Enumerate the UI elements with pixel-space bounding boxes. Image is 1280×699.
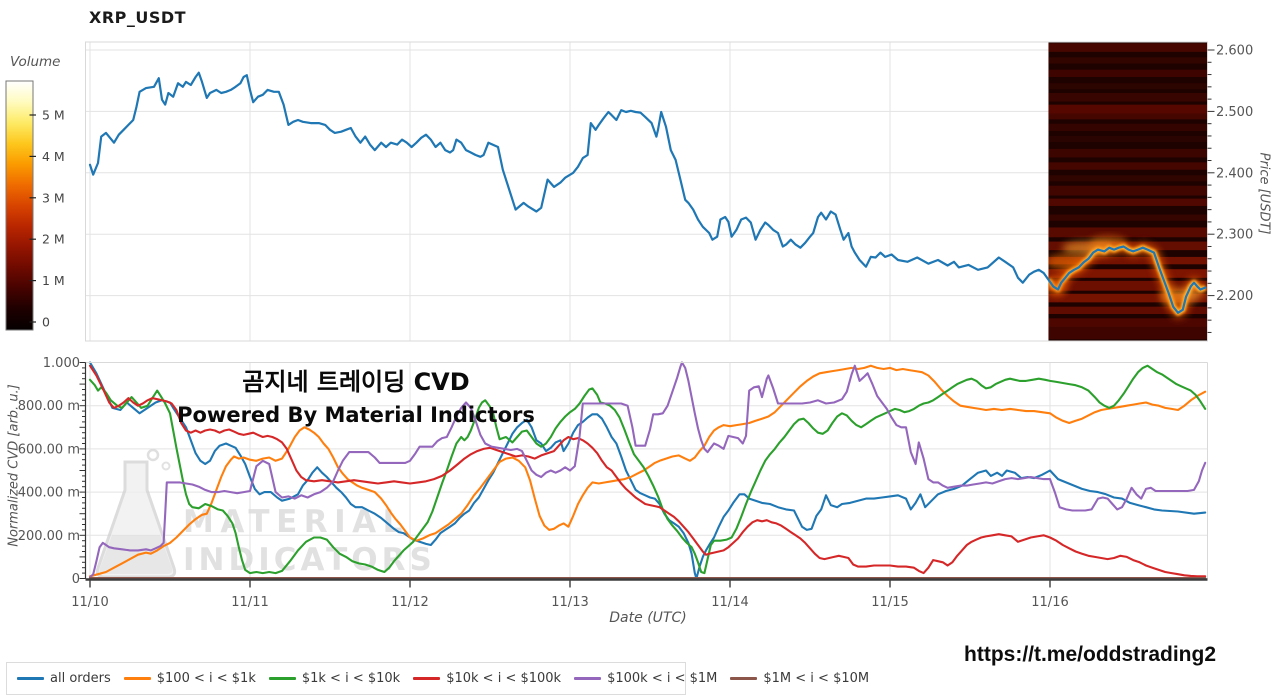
svg-text:2.600: 2.600 <box>1216 44 1253 59</box>
legend-item-5: $1M < i < $10M <box>730 671 869 686</box>
svg-text:11/12: 11/12 <box>391 595 428 610</box>
svg-text:3 M: 3 M <box>42 190 65 205</box>
legend-label: all orders <box>50 671 111 686</box>
volume-colorbar: 0 1 M 2 M 3 M 4 M 5 M <box>5 80 65 331</box>
legend-swatch-icon <box>123 676 151 681</box>
svg-text:0: 0 <box>42 315 50 330</box>
legend-swatch-icon <box>268 676 296 681</box>
cvd-series-4 <box>88 361 1207 579</box>
legend-swatch-icon <box>17 676 44 681</box>
volume-heatmap <box>1048 42 1208 341</box>
svg-text:INDICATORS: INDICATORS <box>183 542 436 578</box>
svg-text:4 M: 4 M <box>42 149 65 164</box>
svg-text:11/16: 11/16 <box>1031 595 1068 610</box>
legend-item-2: $1k < i < $10k <box>268 671 401 686</box>
svg-text:2 M: 2 M <box>42 232 65 247</box>
svg-text:600.00 m: 600.00 m <box>18 442 80 457</box>
legend-swatch-icon <box>413 676 441 681</box>
svg-text:400.00 m: 400.00 m <box>18 486 80 501</box>
svg-text:11/11: 11/11 <box>231 595 268 610</box>
legend-swatch-icon <box>574 676 602 681</box>
svg-text:11/15: 11/15 <box>871 595 908 610</box>
svg-text:800.00 m: 800.00 m <box>18 399 80 414</box>
svg-text:1.000: 1.000 <box>43 356 80 371</box>
legend-label: $1k < i < $10k <box>301 671 401 686</box>
date-axis: 11/10 11/11 11/12 11/13 11/14 11/15 11/16 <box>71 578 1208 610</box>
legend-label: $10k < i < $100k <box>446 671 562 686</box>
legend-item-3: $10k < i < $100k <box>413 671 561 686</box>
legend-label: $1M < i < $10M <box>763 671 870 686</box>
svg-text:1 M: 1 M <box>42 273 65 288</box>
price-chart <box>85 41 1208 342</box>
svg-text:11/10: 11/10 <box>71 595 108 610</box>
cvd-series-0 <box>88 361 1207 580</box>
svg-text:11/13: 11/13 <box>551 595 588 610</box>
legend-label: $100k < i < $1M <box>607 671 718 686</box>
svg-text:11/14: 11/14 <box>711 595 748 610</box>
svg-text:2.200: 2.200 <box>1216 289 1253 304</box>
svg-text:2.500: 2.500 <box>1216 105 1253 120</box>
svg-text:2.300: 2.300 <box>1216 228 1253 243</box>
svg-text:200.00 m: 200.00 m <box>18 529 80 544</box>
legend-item-1: $100 < i < $1k <box>123 671 256 686</box>
legend-item-0: all orders <box>17 671 111 686</box>
series-legend: all orders $100 < i < $1k $1k < i < $10k $1… <box>6 662 869 695</box>
svg-text:0: 0 <box>72 572 80 587</box>
cvd-series-3 <box>88 364 1207 578</box>
price-line <box>88 71 1207 314</box>
cvd-series-2 <box>88 364 1207 575</box>
legend-item-4: $100k < i < $1M <box>574 671 717 686</box>
svg-text:5 M: 5 M <box>42 108 65 123</box>
price-axis: 2.200 2.300 2.400 2.500 2.600 <box>1207 44 1253 333</box>
legend-label: $100 < i < $1k <box>156 671 256 686</box>
cvd-y-axis: 0 200.00 m 400.00 m 600.00 m 800.00 m 1.000 <box>18 356 86 587</box>
legend-swatch-icon <box>730 676 758 681</box>
svg-text:2.400: 2.400 <box>1216 166 1253 181</box>
